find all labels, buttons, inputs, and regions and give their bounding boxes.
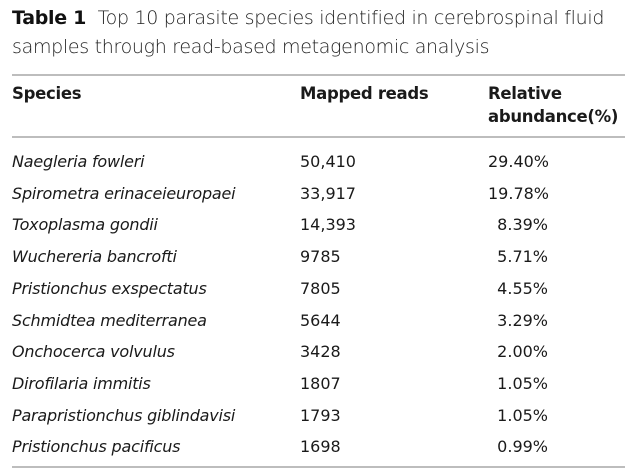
table-row: Schmidtea mediterranea 5644 3.29% xyxy=(12,305,625,337)
mapped-reads-cell: 1698 xyxy=(300,437,341,457)
species-cell: Spirometra erinaceieuropaei xyxy=(12,183,236,203)
mapped-reads-cell: 14,393 xyxy=(300,215,356,235)
table-row: Spirometra erinaceieuropaei 33,917 19.78% xyxy=(12,178,625,210)
species-cell: Schmidtea mediterranea xyxy=(12,310,207,330)
abundance-cell: 3.29% xyxy=(497,310,548,330)
mapped-reads-cell: 9785 xyxy=(300,247,341,267)
abundance-cell: 4.55% xyxy=(497,278,548,298)
header-relative-abundance: Relative abundance(%) xyxy=(488,84,619,126)
mapped-reads-cell: 1807 xyxy=(300,373,341,393)
header-mapped-reads: Mapped reads xyxy=(300,84,429,103)
table-row: Onchocerca volvulus 3428 2.00% xyxy=(12,336,625,368)
species-cell: Pristionchus exspectatus xyxy=(12,278,207,298)
header-species: Species xyxy=(12,84,82,103)
species-cell: Wuchereria bancrofti xyxy=(12,247,177,267)
table-label: Table 1 xyxy=(12,7,87,29)
species-cell: Dirofilaria immitis xyxy=(12,373,151,393)
mapped-reads-cell: 50,410 xyxy=(300,152,356,171)
mapped-reads-cell: 5644 xyxy=(300,310,341,330)
species-cell: Parapristionchus giblindavisi xyxy=(12,405,236,425)
table-title: Top 10 parasite species identified in ce… xyxy=(12,7,605,58)
mapped-reads-cell: 3428 xyxy=(300,342,341,362)
abundance-cell: 0.99% xyxy=(497,437,548,457)
abundance-cell: 19.78% xyxy=(488,183,550,203)
abundance-cell: 29.40% xyxy=(488,152,550,171)
species-cell: Toxoplasma gondii xyxy=(12,215,158,235)
abundance-cell: 8.39% xyxy=(497,215,548,235)
table-row: Parapristionchus giblindavisi 1793 1.05% xyxy=(12,400,625,432)
abundance-cell: 1.05% xyxy=(497,405,548,425)
table-row: Naegleria fowleri 50,410 29.40% xyxy=(12,146,625,178)
species-cell: Pristionchus pacificus xyxy=(12,437,181,457)
mapped-reads-cell: 1793 xyxy=(300,405,341,425)
top-rule xyxy=(12,74,625,76)
mapped-reads-cell: 33,917 xyxy=(300,183,356,203)
abundance-cell: 5.71% xyxy=(497,247,548,267)
table-row: Pristionchus pacificus 1698 0.99% xyxy=(12,431,625,463)
table-row: Wuchereria bancrofti 9785 5.71% xyxy=(12,241,625,273)
mapped-reads-cell: 7805 xyxy=(300,278,341,298)
abundance-cell: 2.00% xyxy=(497,342,548,362)
table-row: Pristionchus exspectatus 7805 4.55% xyxy=(12,273,625,305)
table-row: Toxoplasma gondii 14,393 8.39% xyxy=(12,209,625,241)
abundance-cell: 1.05% xyxy=(497,373,548,393)
bottom-rule xyxy=(12,466,625,468)
species-cell: Naegleria fowleri xyxy=(12,152,145,171)
header-rule xyxy=(12,136,625,138)
table-caption: Table 1 Top 10 parasite species identifi… xyxy=(12,4,625,62)
species-cell: Onchocerca volvulus xyxy=(12,342,175,362)
table-row: Dirofilaria immitis 1807 1.05% xyxy=(12,368,625,400)
